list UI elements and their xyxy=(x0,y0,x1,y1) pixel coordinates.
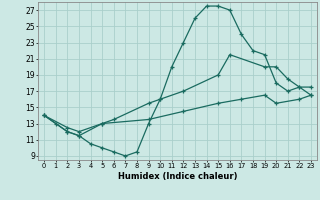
X-axis label: Humidex (Indice chaleur): Humidex (Indice chaleur) xyxy=(118,172,237,181)
